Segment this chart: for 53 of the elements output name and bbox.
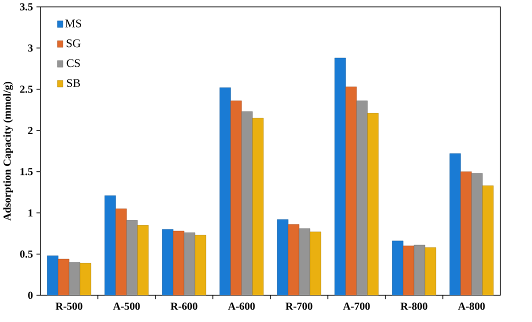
bar xyxy=(471,173,483,296)
bar xyxy=(482,186,494,296)
bar xyxy=(68,262,80,296)
bar xyxy=(137,225,149,296)
bar xyxy=(298,228,310,296)
bar xyxy=(392,240,404,296)
bar xyxy=(173,231,184,296)
bar xyxy=(241,112,253,296)
bar xyxy=(47,256,58,296)
y-axis-title: Adsorption Capacity (mmol/g) xyxy=(3,82,14,221)
x-tick-label: A-500 xyxy=(113,302,140,310)
bar xyxy=(116,208,127,296)
legend-label: SG xyxy=(66,40,81,48)
x-tick-label: R-600 xyxy=(170,302,198,310)
legend-label: SB xyxy=(67,79,80,88)
bar xyxy=(252,118,264,296)
bar xyxy=(414,245,426,296)
y-tick-label: 1.5 xyxy=(20,168,33,176)
y-tick-label: 2.5 xyxy=(20,86,33,94)
bar xyxy=(367,113,379,296)
legend-label: MS xyxy=(65,20,82,28)
bar xyxy=(424,248,436,296)
bar xyxy=(162,229,174,296)
bar xyxy=(194,235,206,296)
x-tick-label: A-800 xyxy=(458,302,485,310)
x-tick-label: A-700 xyxy=(343,302,370,310)
y-tick-label: 0 xyxy=(28,292,33,300)
bar xyxy=(288,224,300,296)
x-tick-label: A-600 xyxy=(228,302,255,310)
bar xyxy=(126,220,138,296)
y-tick-label: 2 xyxy=(28,127,33,134)
x-tick-label: R-700 xyxy=(286,302,312,310)
y-tick-label: 3 xyxy=(28,44,33,52)
bar xyxy=(356,100,368,296)
bar xyxy=(460,172,472,296)
x-tick-label: R-500 xyxy=(56,302,82,310)
bar xyxy=(403,246,414,296)
bar xyxy=(80,263,92,296)
bar xyxy=(310,232,322,296)
bar xyxy=(450,154,461,296)
bar xyxy=(184,232,196,296)
x-tick-label: R-800 xyxy=(400,302,428,310)
bar xyxy=(277,220,288,296)
legend-label: CS xyxy=(66,59,80,68)
bar xyxy=(334,58,346,296)
y-tick-label: 0.5 xyxy=(20,250,33,258)
y-tick-label: 3.5 xyxy=(20,3,33,11)
bar xyxy=(220,88,231,296)
bar xyxy=(104,196,116,296)
y-tick-label: 1 xyxy=(28,210,32,217)
bar xyxy=(58,259,70,296)
bar xyxy=(346,86,357,296)
bar xyxy=(230,100,242,296)
